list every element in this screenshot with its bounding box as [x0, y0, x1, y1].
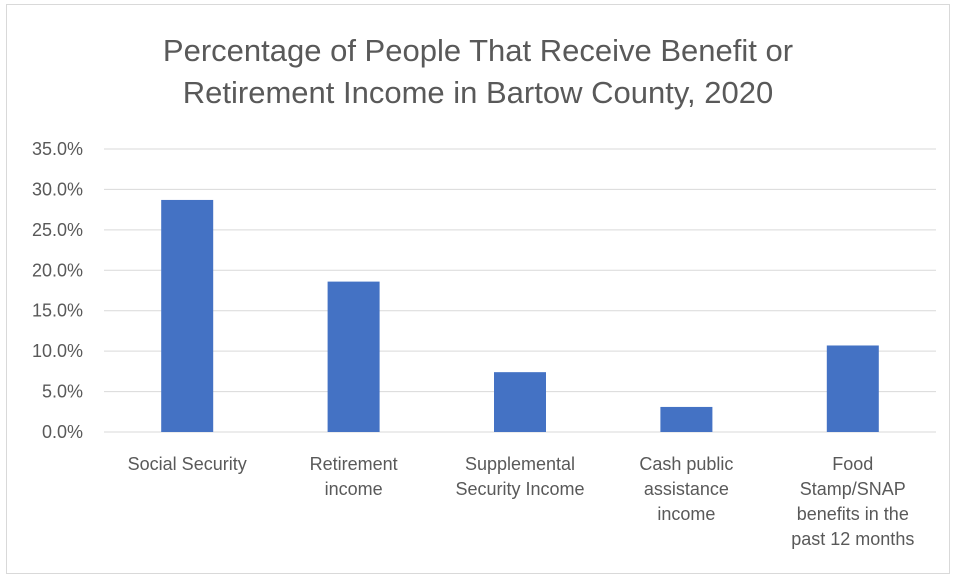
- y-axis-ticks: 0.0% 5.0% 10.0% 15.0% 20.0% 25.0% 30.0% 35.0%: [32, 139, 83, 442]
- bar: [660, 406, 713, 432]
- bars: [161, 199, 879, 432]
- bar: [161, 199, 214, 432]
- x-tick-label: Cash public assistance income: [639, 454, 733, 524]
- x-tick-label: Retirement income: [310, 454, 398, 499]
- bar: [494, 372, 546, 432]
- chart-title: Percentage of People That Receive Benefi…: [162, 33, 794, 110]
- y-tick-label: 35.0%: [32, 139, 83, 159]
- bar: [826, 345, 879, 432]
- y-tick-label: 25.0%: [32, 220, 83, 240]
- y-tick-label: 10.0%: [32, 341, 83, 361]
- y-tick-label: 0.0%: [42, 422, 83, 442]
- x-tick-label: Food Stamp/SNAP benefits in the past 12 mon…: [791, 454, 914, 549]
- y-tick-label: 5.0%: [42, 382, 83, 402]
- y-tick-label: 20.0%: [32, 260, 83, 280]
- bar: [327, 281, 380, 432]
- x-axis-labels: Social Security Retirement income Supplemen…: [128, 454, 915, 549]
- y-tick-label: 15.0%: [32, 301, 83, 321]
- x-tick-label: Social Security: [128, 454, 247, 474]
- y-tick-label: 30.0%: [32, 179, 83, 199]
- x-tick-label: Supplemental Security Income: [455, 454, 584, 499]
